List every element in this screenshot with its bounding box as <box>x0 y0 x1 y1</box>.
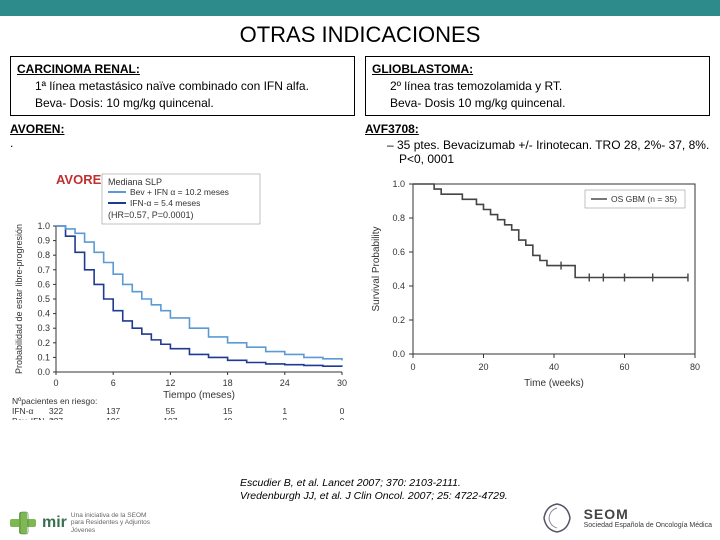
column-right: GLIOBLASTOMA: 2º línea tras temozolamida… <box>365 56 710 166</box>
svg-text:20: 20 <box>478 362 488 372</box>
svg-text:40: 40 <box>223 416 233 420</box>
mir-text: mir <box>42 514 67 532</box>
seom-icon <box>536 500 578 536</box>
svg-text:0.8: 0.8 <box>37 251 50 261</box>
avoren-svg: AVORENMediana SLPBev + IFN α = 10.2 mese… <box>10 170 350 420</box>
svg-text:137: 137 <box>106 406 120 416</box>
svg-text:0.2: 0.2 <box>37 338 50 348</box>
svg-text:1.0: 1.0 <box>37 221 50 231</box>
renal-line2: Beva- Dosis: 10 mg/kg quincenal. <box>17 95 348 112</box>
seom-text: SEOM <box>584 506 712 522</box>
glio-heading: GLIOBLASTOMA: <box>372 61 703 78</box>
page-title: OTRAS INDICACIONES <box>0 22 720 48</box>
mir-subtitle: Una iniciativa de la SEOM para Residente… <box>71 512 161 533</box>
svg-text:6: 6 <box>111 378 116 388</box>
svg-text:Time (weeks): Time (weeks) <box>524 378 584 389</box>
svg-text:55: 55 <box>166 406 176 416</box>
svg-text:0.1: 0.1 <box>37 353 50 363</box>
svg-text:196: 196 <box>106 416 120 420</box>
glio-line1: 2º línea tras temozolamida y RT. <box>372 78 703 95</box>
svg-text:0.2: 0.2 <box>392 315 405 325</box>
seom-subtitle: Sociedad Española de Oncología Médica <box>584 522 712 530</box>
seom-logo: SEOM Sociedad Española de Oncología Médi… <box>536 500 712 536</box>
mir-logo: mir Una iniciativa de la SEOM para Resid… <box>8 510 161 536</box>
avf-study: AVF3708: <box>365 122 710 136</box>
svg-text:0: 0 <box>53 378 58 388</box>
svg-text:24: 24 <box>280 378 290 388</box>
svg-text:12: 12 <box>165 378 175 388</box>
svg-text:IFN-α = 5.4 meses: IFN-α = 5.4 meses <box>130 198 200 208</box>
glio-box: GLIOBLASTOMA: 2º línea tras temozolamida… <box>365 56 710 116</box>
svg-text:8: 8 <box>282 416 287 420</box>
svg-text:18: 18 <box>223 378 233 388</box>
charts-row: AVORENMediana SLPBev + IFN α = 10.2 mese… <box>0 166 720 420</box>
svg-text:0: 0 <box>410 362 415 372</box>
svg-text:Bev + IFN α = 10.2 meses: Bev + IFN α = 10.2 meses <box>130 187 229 197</box>
svg-text:0.0: 0.0 <box>37 367 50 377</box>
avoren-dot: . <box>10 136 355 150</box>
svg-text:0.4: 0.4 <box>392 281 405 291</box>
gbm-svg: 0.0 0.2 0.4 0.6 0.8 1.0 0 20 40 60 80 Time (weeks) S… <box>365 170 705 390</box>
avf-bullet: – 35 ptes. Bevacizumab +/- Irinotecan. T… <box>365 138 710 166</box>
svg-text:60: 60 <box>619 362 629 372</box>
svg-text:IFN-α: IFN-α <box>12 406 34 416</box>
svg-text:0.6: 0.6 <box>392 247 405 257</box>
column-left: CARCINOMA RENAL: 1ª línea metastásico na… <box>10 56 355 166</box>
renal-box: CARCINOMA RENAL: 1ª línea metastásico na… <box>10 56 355 116</box>
svg-text:80: 80 <box>690 362 700 372</box>
svg-text:Nºpacientes en riesgo:: Nºpacientes en riesgo: <box>12 396 97 406</box>
svg-text:327: 327 <box>49 416 63 420</box>
avoren-study: AVOREN: <box>10 122 355 136</box>
svg-text:OS GBM (n = 35): OS GBM (n = 35) <box>611 194 677 204</box>
svg-text:0: 0 <box>340 406 345 416</box>
svg-text:322: 322 <box>49 406 63 416</box>
svg-text:40: 40 <box>549 362 559 372</box>
top-bar <box>0 0 720 16</box>
content-columns: CARCINOMA RENAL: 1ª línea metastásico na… <box>0 56 720 166</box>
svg-text:Tiempo (meses): Tiempo (meses) <box>163 390 235 401</box>
svg-text:Survival Probability: Survival Probability <box>371 227 382 312</box>
svg-text:1: 1 <box>282 406 287 416</box>
svg-text:0.0: 0.0 <box>392 349 405 359</box>
svg-text:107: 107 <box>163 416 177 420</box>
svg-text:0.3: 0.3 <box>37 324 50 334</box>
renal-heading: CARCINOMA RENAL: <box>17 61 348 78</box>
svg-text:30: 30 <box>337 378 347 388</box>
svg-text:Probabilidad de estar libre-pr: Probabilidad de estar libre-progresión <box>14 224 24 374</box>
svg-text:0.9: 0.9 <box>37 236 50 246</box>
svg-text:(HR=0.57, P=0.0001): (HR=0.57, P=0.0001) <box>108 210 194 220</box>
svg-text:0.6: 0.6 <box>37 280 50 290</box>
svg-text:15: 15 <box>223 406 233 416</box>
svg-text:Mediana SLP: Mediana SLP <box>108 177 162 187</box>
svg-text:0: 0 <box>340 416 345 420</box>
svg-text:1.0: 1.0 <box>392 179 405 189</box>
svg-text:0.8: 0.8 <box>392 213 405 223</box>
avoren-chart: AVORENMediana SLPBev + IFN α = 10.2 mese… <box>10 170 355 420</box>
gbm-chart: 0.0 0.2 0.4 0.6 0.8 1.0 0 20 40 60 80 Time (weeks) S… <box>365 170 710 420</box>
glio-line2: Beva- Dosis 10 mg/kg quincenal. <box>372 95 703 112</box>
svg-text:0.5: 0.5 <box>37 294 50 304</box>
svg-text:0.7: 0.7 <box>37 265 50 275</box>
plus-icon <box>8 510 38 536</box>
renal-line1: 1ª línea metastásico naïve combinado con… <box>17 78 348 95</box>
footer: mir Una iniciativa de la SEOM para Resid… <box>0 484 720 540</box>
svg-text:0.4: 0.4 <box>37 309 50 319</box>
